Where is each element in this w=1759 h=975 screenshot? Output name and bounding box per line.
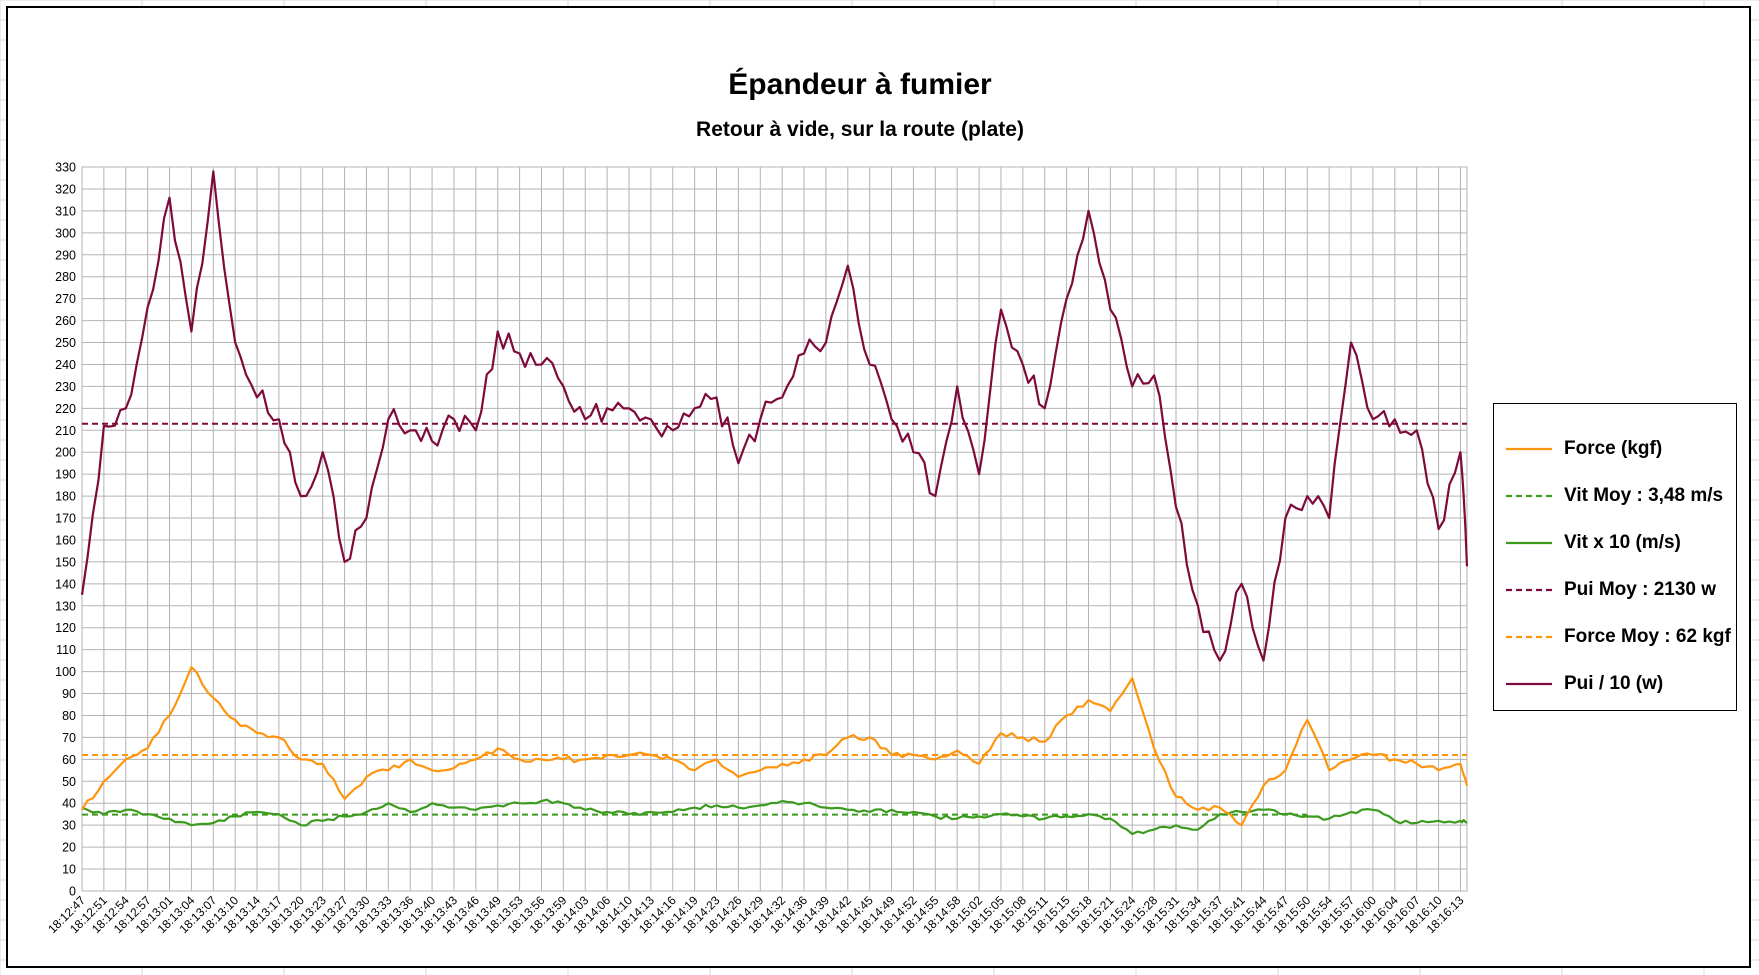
chart-legend: Force (kgf) Vit Moy : 3,48 m/s Vit x 10 …	[1493, 403, 1737, 711]
legend-swatch-vit-moy	[1506, 494, 1552, 498]
y-tick-label: 230	[55, 380, 76, 394]
legend-item-vit-moy: Vit Moy : 3,48 m/s	[1504, 481, 1723, 511]
y-tick-label: 110	[56, 643, 76, 657]
y-tick-label: 60	[62, 753, 76, 767]
y-tick-label: 40	[62, 797, 76, 811]
legend-label-pui-moy: Pui Moy : 2130 w	[1564, 579, 1717, 600]
y-tick-label: 130	[55, 599, 76, 613]
y-tick-label: 250	[55, 336, 76, 350]
y-tick-label: 90	[62, 687, 76, 701]
legend-label-force: Force (kgf)	[1564, 438, 1663, 459]
y-tick-label: 270	[55, 292, 76, 306]
y-tick-label: 120	[55, 621, 76, 635]
legend-swatch-force-moy	[1506, 635, 1552, 639]
legend-swatch-pui-moy	[1506, 588, 1552, 592]
y-tick-label: 240	[55, 358, 76, 372]
y-tick-label: 100	[55, 665, 76, 679]
legend-item-force: Force (kgf)	[1504, 434, 1662, 464]
legend-item-vit: Vit x 10 (m/s)	[1504, 528, 1681, 558]
y-tick-label: 70	[62, 731, 76, 745]
y-tick-label: 190	[55, 468, 76, 482]
y-tick-label: 140	[55, 577, 76, 591]
y-tick-label: 20	[62, 841, 76, 855]
y-tick-label: 210	[55, 424, 76, 438]
y-tick-label: 280	[55, 270, 76, 284]
y-tick-label: 290	[55, 248, 76, 262]
y-tick-label: 320	[55, 182, 76, 196]
series-line	[81, 666, 1469, 827]
legend-swatch-pui	[1506, 682, 1552, 686]
y-tick-label: 160	[55, 533, 76, 547]
y-tick-label: 30	[62, 819, 76, 833]
series-line	[81, 798, 1468, 836]
y-tick-label: 300	[55, 226, 76, 240]
y-tick-label: 180	[55, 490, 76, 504]
y-tick-label: 220	[55, 402, 76, 416]
legend-label-vit: Vit x 10 (m/s)	[1564, 532, 1681, 553]
y-tick-label: 50	[62, 775, 76, 789]
legend-label-vit-moy: Vit Moy : 3,48 m/s	[1564, 485, 1724, 506]
legend-label-pui: Pui / 10 (w)	[1564, 673, 1664, 694]
y-tick-label: 310	[55, 204, 76, 218]
legend-swatch-vit	[1506, 541, 1552, 545]
y-tick-label: 330	[55, 161, 76, 175]
y-tick-label: 150	[55, 555, 76, 569]
y-tick-label: 0	[69, 885, 76, 899]
legend-label-force-moy: Force Moy : 62 kgf	[1564, 626, 1731, 647]
y-tick-label: 170	[55, 512, 76, 526]
legend-item-pui-moy: Pui Moy : 2130 w	[1504, 575, 1716, 605]
legend-swatch-force	[1506, 447, 1552, 451]
chart-subtitle: Retour à vide, sur la route (plate)	[696, 118, 1024, 141]
series-line	[80, 170, 1469, 662]
plot-border	[81, 166, 1468, 892]
y-tick-label: 200	[55, 446, 76, 460]
legend-item-pui: Pui / 10 (w)	[1504, 669, 1663, 699]
y-tick-label: 80	[62, 709, 76, 723]
chart-title: Épandeur à fumier	[728, 68, 992, 101]
legend-item-force-moy: Force Moy : 62 kgf	[1504, 622, 1731, 652]
y-tick-label: 10	[62, 863, 76, 877]
y-tick-label: 260	[55, 314, 76, 328]
